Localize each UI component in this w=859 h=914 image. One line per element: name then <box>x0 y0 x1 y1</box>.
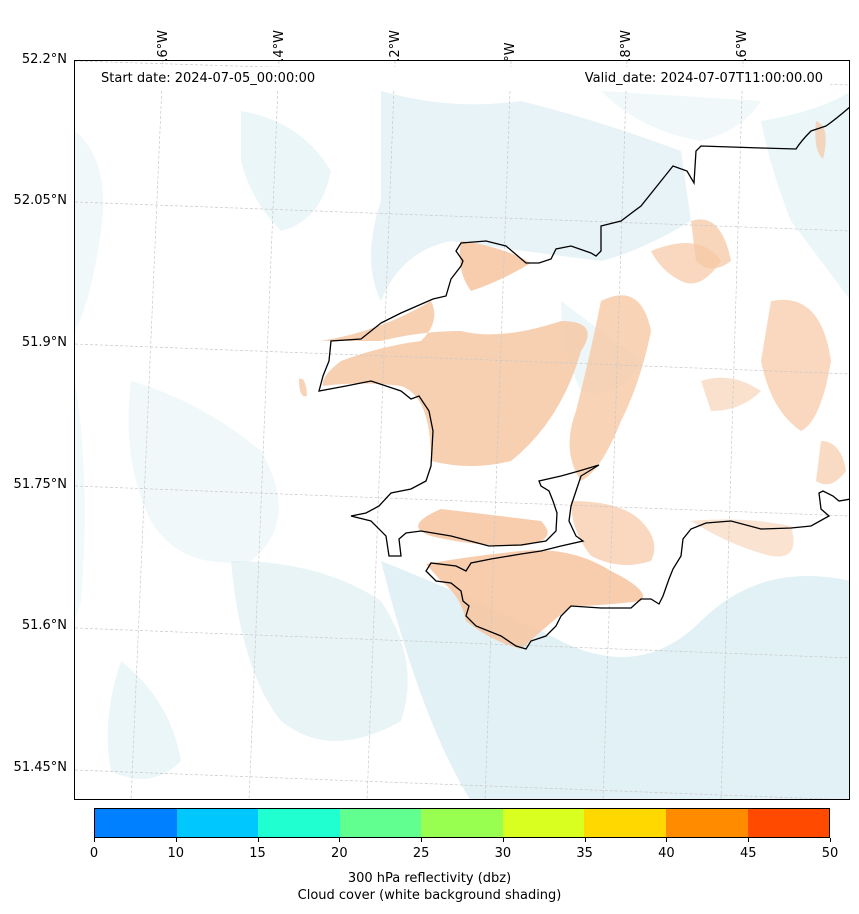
colorbar-tick-label: 45 <box>739 846 757 861</box>
colorbar-tick-mark <box>421 838 423 842</box>
colorbar-tick-mark <box>584 838 586 842</box>
colorbar-tick-mark <box>94 838 95 842</box>
colorbar-tick-mark <box>339 838 341 842</box>
colorbar-tick-mark <box>748 838 750 842</box>
colorbar-tick-mark <box>175 838 177 842</box>
colorbar-tick-mark <box>257 838 259 842</box>
start-date-label: Start date: 2024-07-05_00:00:00 <box>101 71 316 86</box>
colorbar-segment <box>665 809 748 837</box>
reflectivity-layer <box>299 121 846 649</box>
colorbar-tick-mark <box>502 838 504 842</box>
reflectivity-colorbar <box>94 808 830 838</box>
colorbar-segment <box>95 809 177 837</box>
colorbar-segment <box>747 809 830 837</box>
colorbar-tick-label: 0 <box>89 846 99 861</box>
colorbar-segment <box>421 809 503 837</box>
colorbar-tick-label: 30 <box>494 846 512 861</box>
lat-label-52-05n: 52.05°N <box>13 193 67 208</box>
colorbar-segment <box>502 809 585 837</box>
colorbar-subtitle: Cloud cover (white background shading) <box>297 888 562 903</box>
colorbar-title: 300 hPa reflectivity (dbz) <box>347 871 512 886</box>
coastline <box>318 106 849 650</box>
colorbar-segment <box>339 809 422 837</box>
lat-label-51-6n: 51.6°N <box>21 618 67 633</box>
colorbar-tick-mark <box>666 838 668 842</box>
colorbar-tick-label: 35 <box>576 846 593 861</box>
colorbar-tick-label: 15 <box>249 846 266 861</box>
colorbar-tick-label: 50 <box>821 846 839 861</box>
colorbar-tick-label: 10 <box>167 846 185 861</box>
map-panel[interactable] <box>74 60 850 800</box>
colorbar-segment <box>584 809 666 837</box>
lat-label-51-9n: 51.9°N <box>21 335 67 350</box>
colorbar-segment <box>176 809 259 837</box>
colorbar-tick-label: 40 <box>658 846 675 861</box>
lat-label-52-2n: 52.2°N <box>21 52 67 67</box>
colorbar-segment <box>258 809 340 837</box>
valid-date-label: Valid_date: 2024-07-07T11:00:00.00 <box>584 71 823 86</box>
colorbar-tick-mark <box>830 838 831 842</box>
date-info-bar: Start date: 2024-07-05_00:00:00 Valid_da… <box>86 67 830 89</box>
lat-label-51-45n: 51.45°N <box>13 760 67 775</box>
lat-label-51-75n: 51.75°N <box>13 477 67 492</box>
map-canvas <box>75 61 849 799</box>
colorbar-tick-label: 20 <box>331 846 348 861</box>
colorbar-tick-label: 25 <box>412 846 430 861</box>
